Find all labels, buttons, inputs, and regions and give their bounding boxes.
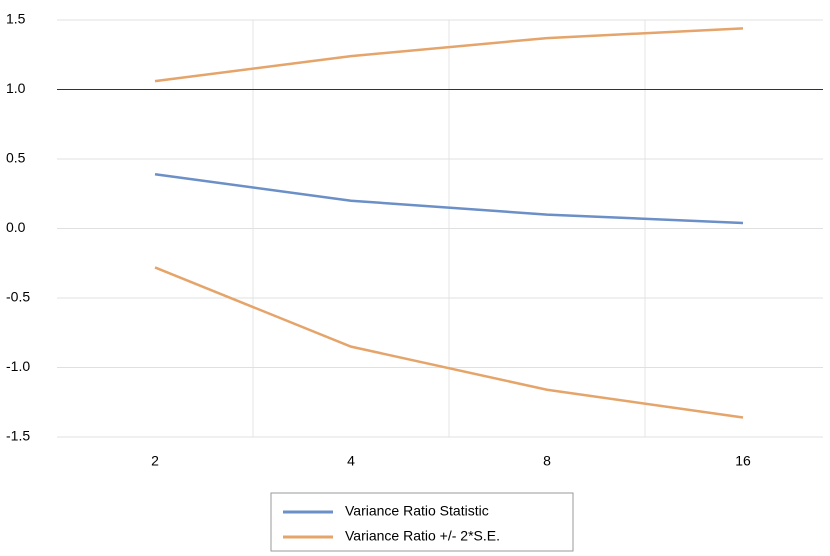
y-tick-label: -1.5 (6, 428, 30, 444)
y-tick-label: 1.0 (6, 80, 26, 96)
legend-label: Variance Ratio Statistic (345, 503, 489, 519)
series-line (154, 27, 744, 83)
x-tick-label: 8 (543, 453, 551, 469)
x-tick-label: 4 (347, 453, 355, 469)
y-tick-label: -0.5 (6, 289, 30, 305)
y-tick-label: 0.5 (6, 150, 26, 166)
legend-box (270, 492, 574, 552)
x-tick-label: 2 (151, 453, 159, 469)
legend-label: Variance Ratio +/- 2*S.E. (345, 528, 500, 544)
series-line (154, 266, 744, 419)
series-line (154, 173, 744, 225)
x-tick-label: 16 (735, 453, 751, 469)
y-tick-label: 0.0 (6, 219, 26, 235)
y-tick-label: -1.0 (6, 358, 30, 374)
y-tick-label: 1.5 (6, 11, 26, 27)
